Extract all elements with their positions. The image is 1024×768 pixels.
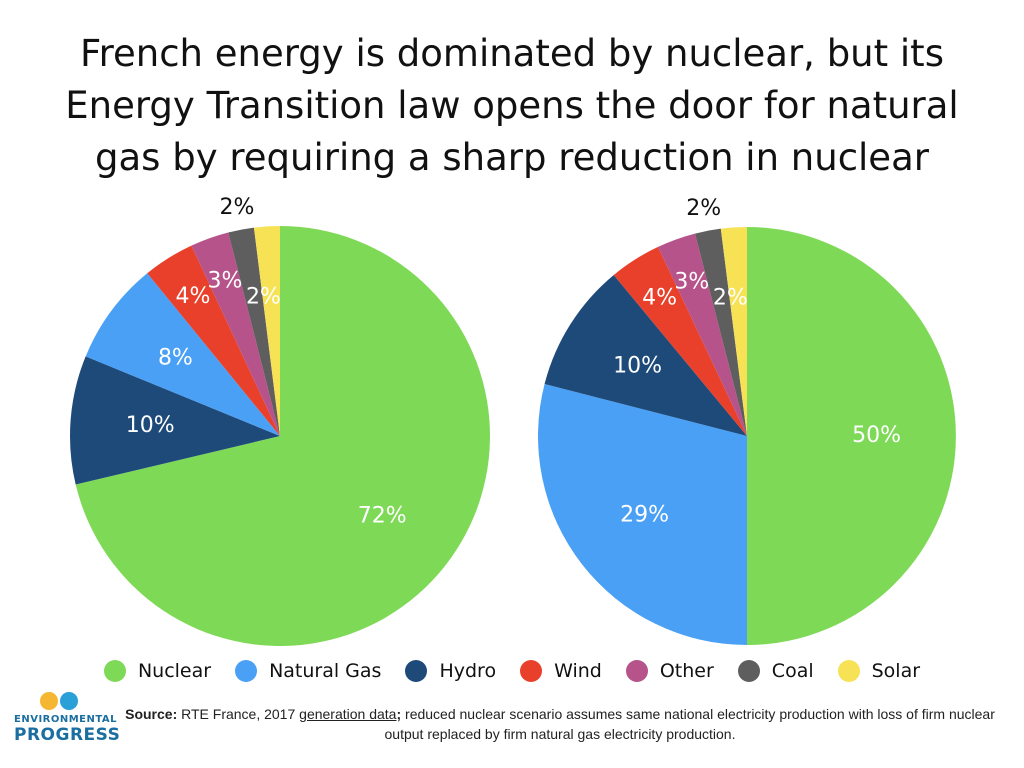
legend-item-other: Other: [625, 660, 714, 682]
legend-item-solar: Solar: [837, 660, 921, 682]
label-natural-gas: 29%: [620, 502, 669, 527]
pie-chart-2: 50%29%10%4%3%2%2%: [538, 196, 956, 645]
label-coal: 2%: [220, 195, 255, 220]
slice-wind: [147, 245, 280, 436]
slice-coal: [695, 228, 747, 436]
label-nuclear: 50%: [852, 423, 901, 448]
ep-logo-icon: [14, 692, 104, 712]
slice-wind: [613, 246, 747, 436]
title-line-1: French energy is dominated by nuclear, b…: [80, 32, 944, 75]
logo-line-1: ENVIRONMENTAL: [14, 714, 118, 725]
source-separator: ;: [396, 706, 402, 722]
label-wind: 4%: [176, 284, 211, 309]
legend-label: Hydro: [439, 660, 497, 682]
chart-legend: Nuclear Natural Gas Hydro Wind Other Coal Sola…: [0, 660, 1024, 682]
legend-label: Coal: [771, 660, 814, 682]
slice-natural-gas: [85, 273, 280, 436]
label-solar: 2%: [246, 285, 281, 310]
label-wind: 4%: [642, 285, 677, 310]
legend-label: Solar: [871, 660, 921, 682]
legend-item-wind: Wind: [520, 660, 602, 682]
slice-solar: [720, 227, 747, 436]
slice-hydro: [544, 274, 747, 436]
logo-line-2: PROGRESS: [14, 725, 121, 745]
legend-item-coal: Coal: [737, 660, 814, 682]
legend-item-nuclear: Nuclear: [103, 660, 212, 682]
label-solar: 2%: [713, 285, 748, 310]
legend-swatch: [235, 660, 258, 682]
label-other: 3%: [674, 270, 709, 295]
label-other: 3%: [208, 269, 243, 294]
source-text-2: reduced nuclear scenario assumes same na…: [384, 706, 995, 742]
slice-hydro: [69, 356, 281, 485]
page-title: French energy is dominated by nuclear, b…: [40, 28, 984, 184]
source-note: Source: RTE France, 2017 generation data…: [110, 704, 1010, 744]
environmental-progress-logo: ENVIRONMENTAL PROGRESS: [14, 692, 121, 752]
slice-other: [191, 232, 280, 436]
source-label: Source:: [125, 706, 178, 722]
pie-chart-1: 72%10%8%4%3%2%2%: [69, 195, 491, 646]
label-hydro: 10%: [126, 413, 175, 438]
label-coal: 2%: [686, 196, 721, 221]
title-line-3: gas by requiring a sharp reduction in nu…: [95, 136, 929, 179]
slice-nuclear: [747, 227, 956, 645]
slice-coal: [228, 227, 280, 436]
legend-label: Nuclear: [137, 660, 212, 682]
legend-label: Wind: [554, 660, 602, 682]
legend-item-natural-gas: Natural Gas: [235, 660, 381, 682]
legend-swatch: [737, 660, 760, 682]
legend-swatch: [103, 660, 126, 682]
legend-item-hydro: Hydro: [405, 660, 496, 682]
label-natural-gas: 8%: [158, 346, 193, 371]
legend-label: Other: [659, 660, 714, 682]
label-hydro: 10%: [613, 354, 662, 379]
source-text-1: RTE France, 2017: [177, 706, 300, 722]
generation-data-link[interactable]: generation data: [299, 706, 397, 722]
title-line-2: Energy Transition law opens the door for…: [65, 84, 959, 127]
legend-swatch: [405, 660, 428, 682]
slice-other: [658, 233, 747, 436]
slice-solar: [253, 226, 280, 436]
legend-swatch: [625, 660, 648, 682]
legend-swatch: [837, 660, 860, 682]
label-nuclear: 72%: [358, 504, 407, 529]
legend-swatch: [520, 660, 543, 682]
slice-nuclear: [75, 226, 491, 646]
slice-natural-gas: [538, 384, 747, 645]
legend-label: Natural Gas: [269, 660, 382, 682]
